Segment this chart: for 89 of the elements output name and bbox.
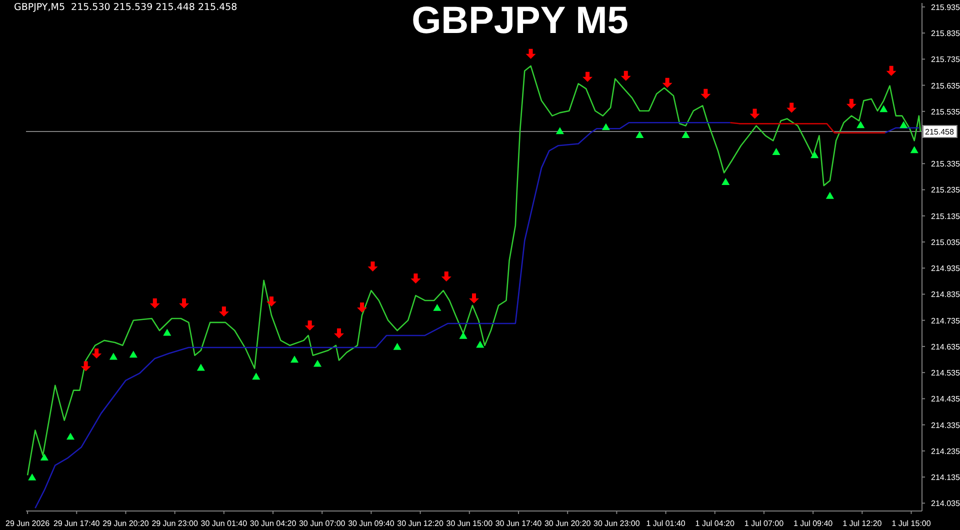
point (582, 72, 593, 82)
x-tick-label: 30 Jun 17:40 (495, 519, 542, 528)
y-tick-label: 214.935 (931, 264, 960, 274)
x-tick-label: 30 Jun 04:20 (250, 519, 297, 528)
point (682, 131, 690, 138)
point (92, 348, 102, 359)
x-tick-label: 29 Jun 23:00 (152, 519, 198, 528)
x-tick-label: 1 Jul 04:20 (695, 519, 735, 528)
point (433, 304, 442, 311)
x-tick-label: 30 Jun 12:20 (397, 519, 444, 528)
x-tick-label: 30 Jun 23:00 (594, 519, 640, 528)
point (40, 454, 48, 461)
x-tick-label: 30 Jun 01:40 (200, 519, 248, 528)
y-tick-label: 215.735 (931, 55, 960, 64)
point (476, 340, 484, 348)
point (880, 105, 888, 112)
point (109, 352, 118, 360)
point (163, 328, 172, 336)
x-tick-label: 1 Jul 15:00 (892, 519, 932, 528)
point (290, 356, 299, 363)
point (459, 332, 468, 339)
point (441, 271, 452, 282)
point (722, 178, 730, 186)
point (556, 127, 564, 134)
point (662, 78, 672, 88)
point (620, 70, 631, 81)
x-tick-label: 1 Jul 09:40 (794, 519, 834, 528)
x-tick-label: 1 Jul 01:40 (646, 519, 686, 528)
y-tick-label: 215.035 (931, 238, 960, 247)
y-tick-label: 215.335 (931, 160, 960, 169)
point (526, 48, 536, 59)
x-tick-label: 30 Jun 15:00 (446, 519, 494, 528)
x-tick-label: 29 Jun 2026 (6, 519, 50, 528)
point (786, 102, 797, 113)
y-tick-label: 214.135 (931, 473, 960, 482)
point (602, 123, 610, 130)
point (66, 432, 75, 440)
point (846, 98, 856, 109)
point (910, 146, 918, 154)
y-tick-label: 214.235 (931, 446, 960, 456)
ref-line-label: 215.458 (925, 128, 954, 136)
point (750, 108, 760, 119)
point (856, 121, 865, 128)
x-tick-label: 29 Jun 20:20 (102, 519, 150, 528)
point (410, 274, 421, 284)
point (334, 328, 344, 338)
point (826, 192, 834, 199)
x-tick-label: 1 Jul 12:20 (842, 519, 882, 528)
y-tick-label: 214.635 (931, 342, 960, 352)
point (886, 66, 896, 76)
point (179, 298, 190, 308)
point (28, 473, 36, 480)
point (80, 361, 91, 372)
point (636, 131, 644, 138)
point (393, 342, 402, 350)
y-tick-label: 214.535 (931, 368, 960, 378)
x-tick-label: 30 Jun 09:40 (348, 519, 395, 528)
point (129, 350, 138, 358)
x-tick-label: 29 Jun 17:40 (53, 519, 100, 528)
point (313, 360, 322, 367)
point (150, 298, 160, 308)
y-tick-label: 214.035 (931, 499, 960, 508)
point (700, 88, 711, 99)
y-tick-label: 215.135 (931, 212, 960, 221)
y-tick-label: 215.635 (931, 81, 960, 90)
y-tick-label: 215.535 (931, 107, 960, 116)
point (266, 296, 276, 307)
chart-title: GBPJPY M5 (410, 0, 630, 42)
point (304, 320, 315, 331)
x-tick-label: 1 Jul 07:00 (744, 519, 784, 528)
point (357, 302, 367, 313)
point (772, 148, 780, 155)
point (196, 364, 205, 371)
y-tick-label: 214.335 (931, 420, 960, 430)
point (810, 151, 819, 158)
point (368, 262, 378, 272)
x-tick-label: 30 Jun 07:00 (298, 519, 346, 528)
y-tick-label: 215.235 (931, 186, 960, 195)
point (469, 293, 479, 304)
y-tick-label: 215.935 (931, 2, 960, 12)
point (218, 306, 229, 316)
x-tick-label: 30 Jun 20:20 (544, 519, 592, 528)
y-tick-label: 214.835 (931, 290, 960, 300)
annotation: GBPJPY,M5 215.530 215.539 215.448 215.458 (14, 2, 238, 13)
y-tick-label: 214.735 (931, 316, 960, 326)
y-tick-label: 214.435 (931, 394, 960, 404)
y-tick-label: 215.835 (931, 29, 960, 38)
point (900, 121, 908, 128)
point (252, 372, 260, 380)
